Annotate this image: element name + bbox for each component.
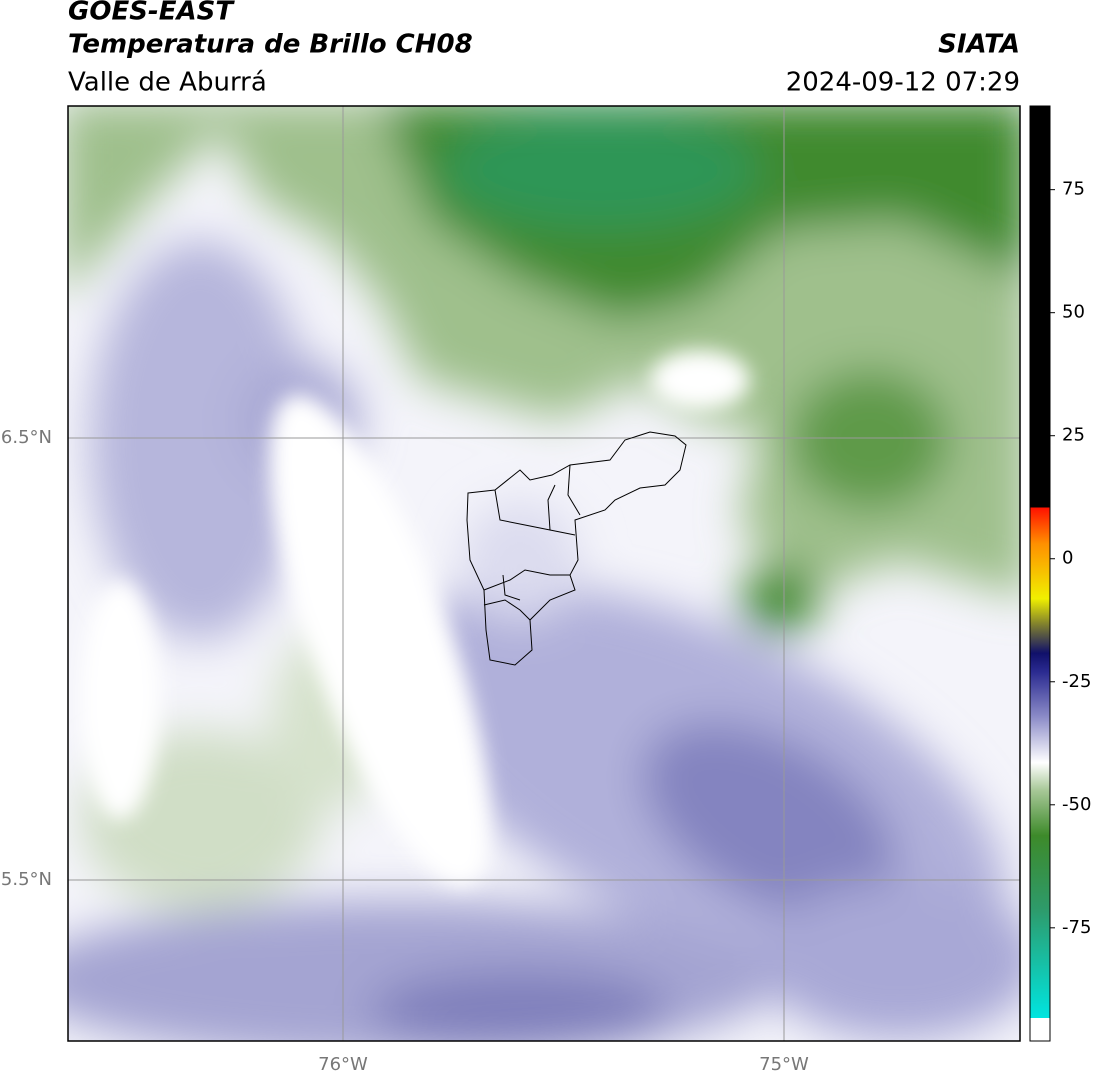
map — [68, 106, 1020, 1041]
lat-label: 6.5°N — [1, 427, 52, 448]
colorbar-tick-label: 75 — [1062, 179, 1085, 200]
map-frame — [67, 105, 1021, 1042]
lat-label: 5.5°N — [1, 869, 52, 890]
lon-label: 75°W — [759, 1054, 809, 1075]
title: GOES-EAST — [68, 0, 235, 27]
colorbar-tick-label: 25 — [1062, 425, 1085, 446]
graticule — [68, 106, 1020, 1041]
colorbar-tick-label: -75 — [1062, 917, 1091, 938]
lon-label: 76°W — [318, 1054, 368, 1075]
colorbar-tick-label: 0 — [1062, 548, 1073, 569]
colorbar-tick-label: -50 — [1062, 794, 1091, 815]
colorbar-tick-label: 50 — [1062, 302, 1085, 323]
agency: SIATA — [938, 30, 1020, 60]
region: Valle de Aburrá — [68, 68, 267, 98]
municipal-boundaries — [466, 431, 687, 666]
colorbar — [1029, 105, 1051, 1042]
colorbar-tick-label: -25 — [1062, 671, 1091, 692]
datetime: 2024-09-12 07:29 — [786, 68, 1020, 98]
subtitle: Temperatura de Brillo CH08 — [68, 30, 473, 60]
